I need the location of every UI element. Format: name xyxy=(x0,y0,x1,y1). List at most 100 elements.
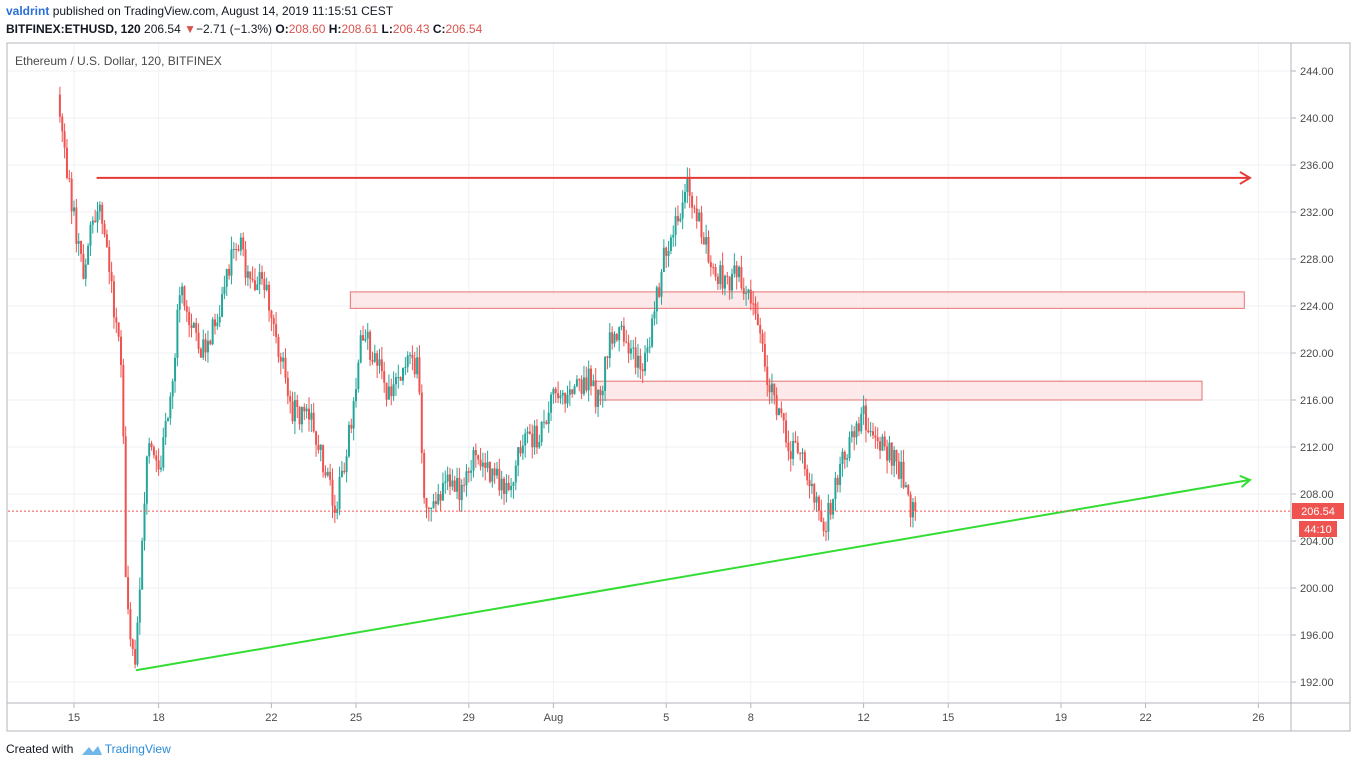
candle-body xyxy=(641,369,644,372)
candle-body xyxy=(512,482,515,486)
candle-body xyxy=(543,421,545,423)
candle-body xyxy=(164,421,167,438)
candle-body xyxy=(857,423,860,432)
candle-body xyxy=(209,340,212,345)
candle-body xyxy=(472,450,475,471)
candle-body xyxy=(820,510,823,522)
support-arrow-icon xyxy=(1239,474,1252,488)
candle-body xyxy=(827,502,830,532)
candle-body xyxy=(434,501,437,505)
candle-body xyxy=(317,444,320,451)
candle-body xyxy=(157,460,160,470)
candle-body xyxy=(211,319,214,345)
candle-body xyxy=(300,406,303,425)
down-arrow-icon: ▼ xyxy=(184,22,196,36)
candle-body xyxy=(373,353,376,362)
candle-body xyxy=(465,471,468,486)
candle-body xyxy=(350,424,353,429)
time-axis[interactable]: 15 18 22 25 29 Aug 5 8 12 15 19 22 26 xyxy=(68,703,1265,724)
candle-body xyxy=(456,477,459,492)
tradingview-logo-icon xyxy=(81,745,102,755)
candle-body xyxy=(322,444,325,473)
candle-body xyxy=(895,449,898,462)
candle-body xyxy=(169,396,172,419)
candle-body xyxy=(303,406,306,412)
candle-body xyxy=(535,425,538,448)
candle-body xyxy=(225,268,228,287)
candle-body xyxy=(68,177,71,179)
candle-body xyxy=(893,449,896,466)
candle-body xyxy=(862,405,865,414)
candle-body xyxy=(592,380,595,387)
candle-body xyxy=(540,421,543,443)
footer-brand-link[interactable]: TradingView xyxy=(104,742,171,756)
candle-body xyxy=(817,496,820,511)
candle-body xyxy=(590,368,592,387)
candle-body xyxy=(568,389,571,395)
candle-body xyxy=(394,377,397,385)
candle-body xyxy=(343,470,346,473)
candle-body xyxy=(608,332,611,358)
candle-body xyxy=(604,356,607,391)
candle-body xyxy=(87,245,90,265)
candle-body xyxy=(284,357,287,378)
candle-body xyxy=(836,477,839,485)
last-price: 206.54 xyxy=(144,22,181,36)
candle-body xyxy=(841,451,844,464)
candle-body xyxy=(770,383,773,393)
countdown-badge: 44:10 xyxy=(1299,521,1337,537)
candle-body xyxy=(700,212,703,238)
candle-body xyxy=(174,357,177,382)
author-link[interactable]: valdrint xyxy=(6,4,50,18)
candle-body xyxy=(806,469,809,481)
candle-body xyxy=(404,367,407,369)
candle-body xyxy=(801,452,804,454)
candle-body xyxy=(127,577,130,610)
open-label: O: xyxy=(275,22,289,36)
candle-body xyxy=(202,339,205,358)
time-tick-label: 19 xyxy=(1055,712,1067,724)
candle-body xyxy=(886,446,889,461)
candle-body xyxy=(378,359,381,366)
candle-body xyxy=(566,394,569,404)
candle-body xyxy=(84,264,87,279)
candle-body xyxy=(427,507,430,509)
grid xyxy=(8,44,1290,702)
candle-body xyxy=(792,440,795,459)
candle-body xyxy=(507,482,510,490)
resistance-zone xyxy=(349,291,1245,309)
resistance-arrow-icon xyxy=(1239,171,1252,185)
candle-body xyxy=(785,420,788,443)
candle-body xyxy=(112,281,115,318)
candle-body xyxy=(192,323,195,328)
candle-body xyxy=(768,385,771,393)
candle-body xyxy=(101,204,104,224)
symbol-label: BITFINEX:ETHUSD, 120 xyxy=(6,22,141,36)
candle-body xyxy=(263,278,266,290)
candle-body xyxy=(439,494,442,501)
candle-body xyxy=(688,178,691,196)
candle-body xyxy=(782,413,785,421)
candle-body xyxy=(190,325,193,328)
candle-body xyxy=(94,220,97,223)
candle-body xyxy=(110,271,113,282)
candle-body xyxy=(587,368,590,391)
candle-body xyxy=(759,324,762,334)
candle-body xyxy=(418,357,421,393)
published-text: published on TradingView.com, August 14,… xyxy=(52,4,394,18)
candle-body xyxy=(632,347,635,349)
candle-body xyxy=(719,265,722,284)
candle-body xyxy=(723,275,726,289)
candle-body xyxy=(808,480,811,487)
candle-body xyxy=(552,388,555,395)
candle-body xyxy=(296,400,299,408)
candle-body xyxy=(141,540,144,590)
candle-body xyxy=(138,589,141,623)
candle-body xyxy=(620,325,623,328)
candle-body xyxy=(585,377,588,391)
candle-body xyxy=(279,356,282,362)
candle-body xyxy=(155,455,158,461)
price-axis[interactable]: 244.00 240.00 236.00 232.00 228.00 224.00 220.… xyxy=(1291,66,1334,689)
candle-body xyxy=(564,392,567,404)
